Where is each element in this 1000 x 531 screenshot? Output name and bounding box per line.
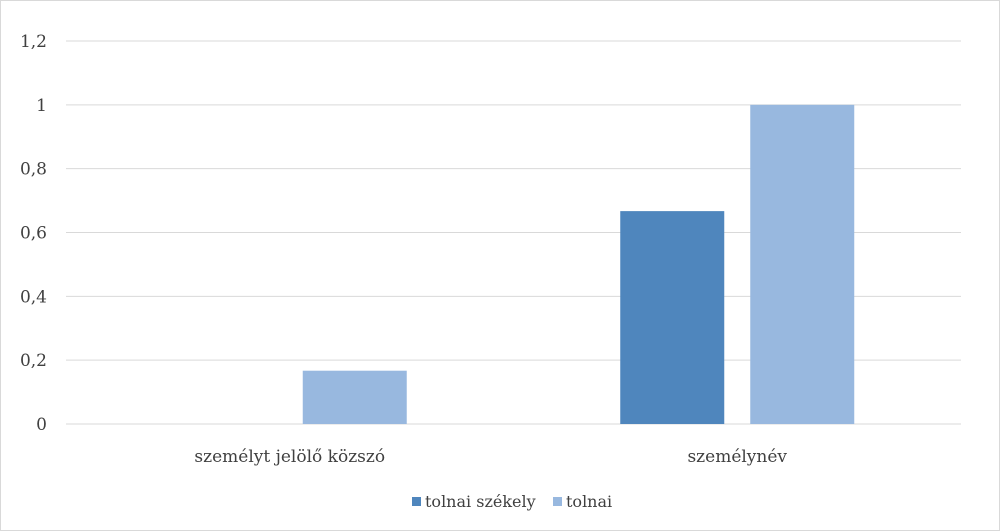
legend-label: tolnai székely [425, 492, 536, 511]
y-tick-label: 0,4 [20, 287, 47, 307]
x-axis-category-labels: személyt jelölő közszó személynév [194, 447, 787, 467]
y-tick-label: 0,6 [20, 224, 47, 244]
bars [303, 105, 855, 424]
legend-label: tolnai [566, 492, 612, 511]
y-tick-label: 0 [36, 415, 47, 435]
x-category-label: személynév [687, 447, 787, 467]
bar-tolnai-2 [750, 105, 854, 424]
bar-tolnai-1 [303, 371, 407, 424]
y-axis-tick-labels: 0 0,2 0,4 0,6 0,8 1 1,2 [20, 32, 47, 435]
bar-tolnai-szekely-2 [620, 211, 724, 424]
legend: tolnai székely tolnai [412, 492, 612, 511]
x-category-label: személyt jelölő közszó [194, 447, 385, 467]
legend-swatch [553, 497, 562, 506]
y-tick-label: 1,2 [20, 32, 47, 52]
y-tick-label: 0,2 [20, 351, 47, 371]
y-tick-label: 0,8 [20, 160, 47, 180]
legend-swatch [412, 497, 421, 506]
y-tick-label: 1 [36, 96, 47, 116]
